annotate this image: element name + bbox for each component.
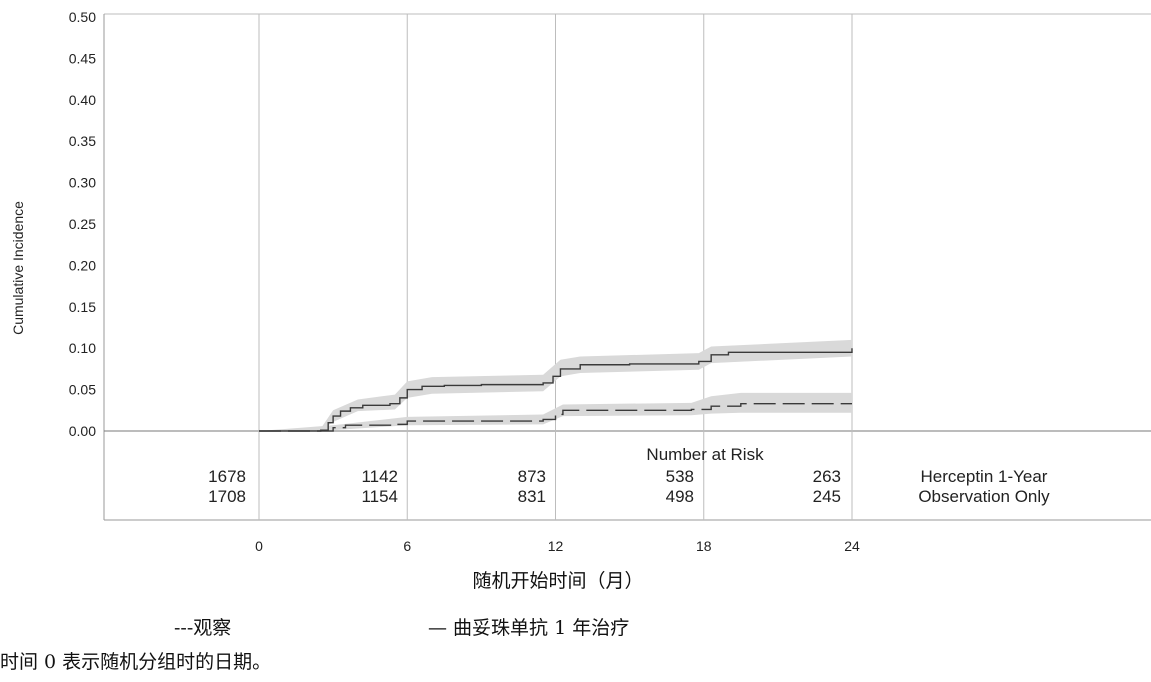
risk-row-label: Observation Only xyxy=(918,487,1050,506)
y-tick-label: 0.25 xyxy=(69,216,96,232)
y-tick-label: 0.10 xyxy=(69,340,96,356)
risk-value: 538 xyxy=(666,467,694,486)
risk-value: 263 xyxy=(813,467,841,486)
y-tick-label: 0.20 xyxy=(69,257,96,273)
x-tick-label: 24 xyxy=(844,538,860,554)
y-tick-label: 0.40 xyxy=(69,92,96,108)
x-tick-label: 18 xyxy=(696,538,712,554)
legend-observation: ---观察 xyxy=(174,617,231,639)
observation-series-line xyxy=(259,402,852,432)
risk-value: 498 xyxy=(666,487,694,506)
y-axis-label: Cumulative Incidence xyxy=(10,201,26,335)
y-tick-label: 0.05 xyxy=(69,382,96,398)
series-lines xyxy=(259,348,853,432)
risk-value: 1678 xyxy=(208,467,246,486)
y-tick-label: 0.15 xyxy=(69,299,96,315)
x-tick-label: 12 xyxy=(548,538,564,554)
risk-value: 873 xyxy=(518,467,546,486)
herceptin-ci-band xyxy=(259,339,852,431)
risk-value: 1142 xyxy=(361,467,398,486)
risk-table: 1678 1142 873 538 263 Herceptin 1-Year 1708 115… xyxy=(208,467,1050,506)
caption-note: 时间 0 表示随机分组时的日期。 xyxy=(0,651,271,673)
risk-table-title: Number at Risk xyxy=(646,445,764,464)
risk-row-label: Herceptin 1-Year xyxy=(921,467,1048,486)
y-tick-label: 0.30 xyxy=(69,175,96,191)
y-tick-label: 0.00 xyxy=(69,423,96,439)
risk-value: 1154 xyxy=(361,487,398,506)
legend-herceptin: — 曲妥珠单抗 1 年治疗 xyxy=(428,617,629,639)
risk-value: 1708 xyxy=(208,487,246,506)
herceptin-series-line xyxy=(259,348,853,432)
y-tick-label: 0.45 xyxy=(69,50,96,66)
risk-value: 245 xyxy=(813,487,841,506)
y-tick-label: 0.50 xyxy=(69,9,96,25)
x-axis-label: 随机开始时间（月） xyxy=(472,570,643,592)
y-tick-labels: 0.00 0.05 0.10 0.15 0.20 0.25 0.30 0.35 0.40 0.45… xyxy=(69,9,96,439)
x-tick-label: 6 xyxy=(403,538,411,554)
y-tick-label: 0.35 xyxy=(69,133,96,149)
x-tick-label: 0 xyxy=(255,538,263,554)
x-tick-labels: 0 6 12 18 24 xyxy=(255,538,860,554)
risk-value: 831 xyxy=(518,487,546,506)
vertical-gridlines xyxy=(258,14,853,520)
